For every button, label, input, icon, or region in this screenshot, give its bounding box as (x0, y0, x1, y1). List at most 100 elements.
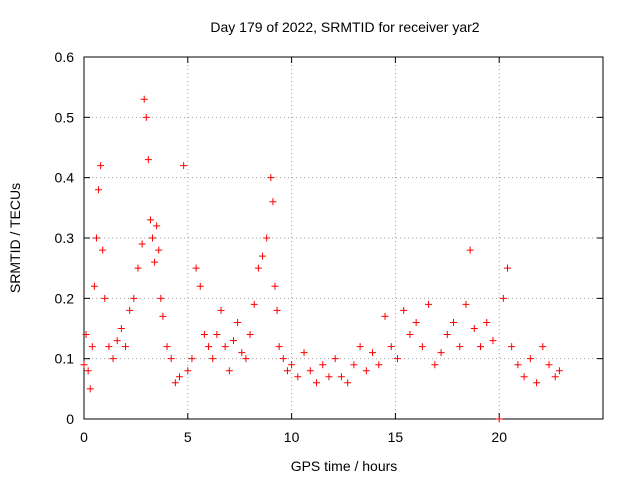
x-tick-label: 5 (184, 429, 192, 445)
data-point (221, 343, 229, 351)
data-point (86, 385, 94, 393)
data-point (200, 331, 208, 339)
data-point (153, 222, 161, 230)
x-tick-label: 15 (388, 429, 404, 445)
data-point (283, 367, 291, 375)
data-point (431, 361, 439, 369)
data-point (273, 306, 281, 314)
data-point (254, 264, 262, 272)
data-point (134, 264, 142, 272)
data-point (82, 331, 90, 339)
data-point (175, 373, 183, 381)
data-point (157, 294, 165, 302)
data-point (117, 325, 125, 332)
y-tick-label: 0.2 (55, 290, 75, 306)
data-point (155, 246, 163, 254)
data-point (171, 379, 179, 387)
data-point (263, 234, 271, 242)
data-point (271, 282, 279, 290)
data-point (188, 355, 196, 363)
x-tick-label: 10 (284, 429, 300, 445)
data-point (551, 373, 559, 381)
data-point (246, 331, 254, 339)
data-point (80, 361, 88, 369)
data-point (539, 343, 547, 351)
data-point (250, 300, 258, 308)
data-point (369, 349, 377, 357)
data-point (375, 361, 383, 369)
data-point (267, 174, 275, 182)
chart-title: Day 179 of 2022, SRMTID for receiver yar… (210, 19, 479, 35)
data-point (483, 318, 491, 326)
data-point (425, 300, 433, 308)
data-point (520, 373, 528, 381)
data-point (140, 95, 148, 103)
data-point (495, 415, 503, 423)
data-point (95, 186, 103, 194)
data-point (209, 355, 217, 363)
y-tick-label: 0.6 (55, 49, 75, 65)
data-point (545, 361, 553, 369)
y-tick-label: 0.5 (55, 109, 75, 125)
grid (84, 57, 603, 419)
data-point (555, 367, 563, 375)
data-point (313, 379, 321, 387)
data-point (142, 113, 150, 121)
data-point (151, 258, 159, 266)
data-point (163, 343, 171, 351)
x-axis-label: GPS time / hours (291, 458, 398, 474)
data-points (80, 95, 563, 423)
x-tick-label: 20 (491, 429, 507, 445)
data-point (381, 312, 389, 320)
data-point (533, 379, 541, 387)
data-point (90, 282, 98, 290)
data-point (437, 349, 445, 357)
data-point (508, 343, 516, 351)
data-point (138, 240, 146, 248)
data-point (406, 331, 414, 339)
data-point (167, 355, 175, 363)
data-point (238, 349, 246, 357)
data-point (109, 355, 117, 363)
data-point (144, 156, 152, 164)
data-point (462, 300, 470, 308)
data-point (418, 343, 426, 351)
ticks: 0 0.1 0.2 0.3 0.4 0.5 0.6 0 5 10 15 20 (55, 49, 603, 445)
data-point (196, 282, 204, 290)
data-point (101, 294, 109, 302)
data-point (300, 349, 308, 357)
y-tick-label: 0.1 (55, 351, 75, 367)
data-point (350, 361, 358, 369)
data-point (97, 162, 105, 170)
y-tick-label: 0 (66, 411, 74, 427)
data-point (242, 355, 250, 363)
data-point (306, 367, 314, 375)
data-point (504, 264, 512, 272)
y-tick-label: 0.4 (55, 170, 75, 186)
data-point (146, 216, 154, 224)
data-point (122, 343, 130, 351)
data-point (325, 373, 333, 381)
data-point (331, 355, 339, 363)
data-point (344, 379, 352, 387)
data-point (279, 355, 287, 363)
data-point (234, 318, 242, 326)
y-axis-label: SRMTID / TECUs (7, 183, 23, 293)
data-point (393, 355, 401, 363)
data-point (514, 361, 522, 369)
data-point (99, 246, 107, 254)
data-point (149, 234, 157, 242)
data-point (499, 294, 507, 302)
data-point (456, 343, 464, 351)
data-point (294, 373, 302, 381)
data-point (319, 361, 327, 369)
data-point (412, 318, 420, 326)
data-point (356, 343, 364, 351)
data-point (526, 355, 534, 363)
data-point (159, 312, 167, 320)
data-point (88, 343, 96, 351)
data-point (92, 234, 100, 242)
y-tick-label: 0.3 (55, 230, 75, 246)
data-point (337, 373, 345, 381)
